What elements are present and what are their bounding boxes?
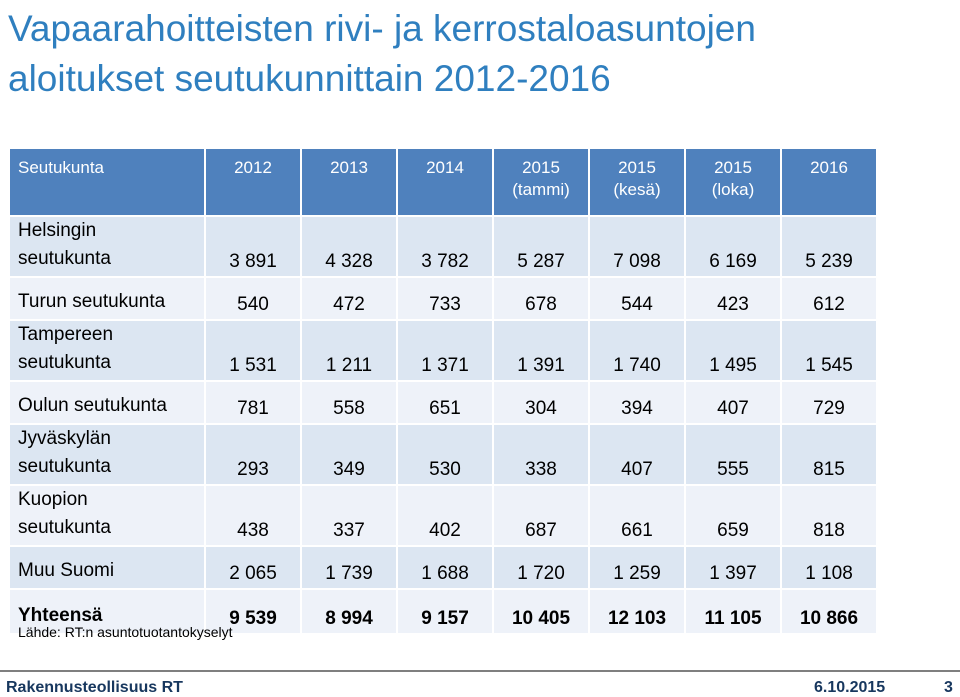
- cell: 1 371: [396, 319, 493, 381]
- cell: 1 720: [492, 545, 589, 589]
- cell: 612: [780, 276, 876, 320]
- cell: 555: [684, 423, 781, 485]
- cell: 438: [204, 484, 301, 546]
- cell: 1 259: [588, 545, 685, 589]
- cell: 6 169: [684, 215, 781, 277]
- cell: 1 108: [780, 545, 876, 589]
- header-2014: 2014: [396, 147, 493, 216]
- cell: 1 545: [780, 319, 876, 381]
- cell: 1 740: [588, 319, 685, 381]
- header-2015-loka: 2015 (loka): [684, 147, 781, 216]
- cell: 407: [588, 423, 685, 485]
- cell: 1 397: [684, 545, 781, 589]
- title-line-2: aloitukset seutukunnittain 2012-2016: [8, 58, 611, 99]
- cell: 337: [300, 484, 397, 546]
- cell: 818: [780, 484, 876, 546]
- header-2012: 2012: [204, 147, 301, 216]
- source-note: Lähde: RT:n asuntotuotantokyselyt: [18, 624, 233, 640]
- cell: 661: [588, 484, 685, 546]
- cell: 1 495: [684, 319, 781, 381]
- cell: 659: [684, 484, 781, 546]
- row-label: Turun seutukunta: [8, 276, 205, 320]
- cell: 8 994: [300, 588, 397, 633]
- cell: 1 688: [396, 545, 493, 589]
- cell: 1 391: [492, 319, 589, 381]
- title-line-1: Vapaarahoitteisten rivi- ja kerrostaloas…: [8, 8, 756, 49]
- row-label: Kuopion seutukunta: [8, 484, 205, 546]
- table-row: Turun seutukunta 540 472 733 678 544 423…: [8, 276, 876, 320]
- row-label: Yhteensä: [8, 588, 205, 633]
- table-row: Kuopion seutukunta 438 337 402 687 661 65…: [8, 484, 876, 546]
- cell: 5 287: [492, 215, 589, 277]
- row-label: Jyväskylän seutukunta: [8, 423, 205, 485]
- footer-divider: [0, 670, 960, 672]
- cell: 349: [300, 423, 397, 485]
- cell: 687: [492, 484, 589, 546]
- cell: 9 157: [396, 588, 493, 633]
- cell: 544: [588, 276, 685, 320]
- page-number: 3: [944, 679, 953, 696]
- cell: 472: [300, 276, 397, 320]
- cell: 530: [396, 423, 493, 485]
- table-row: Helsingin seutukunta 3 891 4 328 3 782 5 …: [8, 215, 876, 277]
- table-row: Tampereen seutukunta 1 531 1 211 1 371 1 …: [8, 319, 876, 381]
- cell: 729: [780, 380, 876, 424]
- cell: 815: [780, 423, 876, 485]
- cell: 540: [204, 276, 301, 320]
- cell: 558: [300, 380, 397, 424]
- cell: 1 211: [300, 319, 397, 381]
- header-2013: 2013: [300, 147, 397, 216]
- footer-organization: Rakennusteollisuus RT: [6, 679, 183, 696]
- cell: 293: [204, 423, 301, 485]
- row-label: Oulun seutukunta: [8, 380, 205, 424]
- footer-date: 6.10.2015: [814, 679, 886, 696]
- cell: 3 782: [396, 215, 493, 277]
- cell: 9 539: [204, 588, 301, 633]
- starts-table: Seutukunta 2012 2013 2014 2015 (tammi) 20…: [8, 147, 876, 633]
- row-label: Muu Suomi: [8, 545, 205, 589]
- cell: 7 098: [588, 215, 685, 277]
- cell: 1 739: [300, 545, 397, 589]
- header-2016: 2016: [780, 147, 876, 216]
- cell: 1 531: [204, 319, 301, 381]
- table-header-row: Seutukunta 2012 2013 2014 2015 (tammi) 20…: [8, 147, 876, 216]
- cell: 11 105: [684, 588, 781, 633]
- cell: 12 103: [588, 588, 685, 633]
- cell: 4 328: [300, 215, 397, 277]
- cell: 10 405: [492, 588, 589, 633]
- cell: 5 239: [780, 215, 876, 277]
- row-label: Helsingin seutukunta: [8, 215, 205, 277]
- cell: 2 065: [204, 545, 301, 589]
- table-row: Muu Suomi 2 065 1 739 1 688 1 720 1 259 …: [8, 545, 876, 589]
- cell: 304: [492, 380, 589, 424]
- table-row-total: Yhteensä 9 539 8 994 9 157 10 405 12 103…: [8, 588, 876, 633]
- cell: 3 891: [204, 215, 301, 277]
- header-region: Seutukunta: [8, 147, 205, 216]
- table-row: Oulun seutukunta 781 558 651 304 394 407…: [8, 380, 876, 424]
- page-title: Vapaarahoitteisten rivi- ja kerrostaloas…: [8, 4, 948, 104]
- cell: 678: [492, 276, 589, 320]
- header-2015-kesa: 2015 (kesä): [588, 147, 685, 216]
- cell: 407: [684, 380, 781, 424]
- cell: 423: [684, 276, 781, 320]
- cell: 781: [204, 380, 301, 424]
- cell: 402: [396, 484, 493, 546]
- row-label: Tampereen seutukunta: [8, 319, 205, 381]
- cell: 733: [396, 276, 493, 320]
- cell: 338: [492, 423, 589, 485]
- cell: 651: [396, 380, 493, 424]
- cell: 394: [588, 380, 685, 424]
- table-row: Jyväskylän seutukunta 293 349 530 338 407…: [8, 423, 876, 485]
- cell: 10 866: [780, 588, 876, 633]
- header-2015-tammi: 2015 (tammi): [492, 147, 589, 216]
